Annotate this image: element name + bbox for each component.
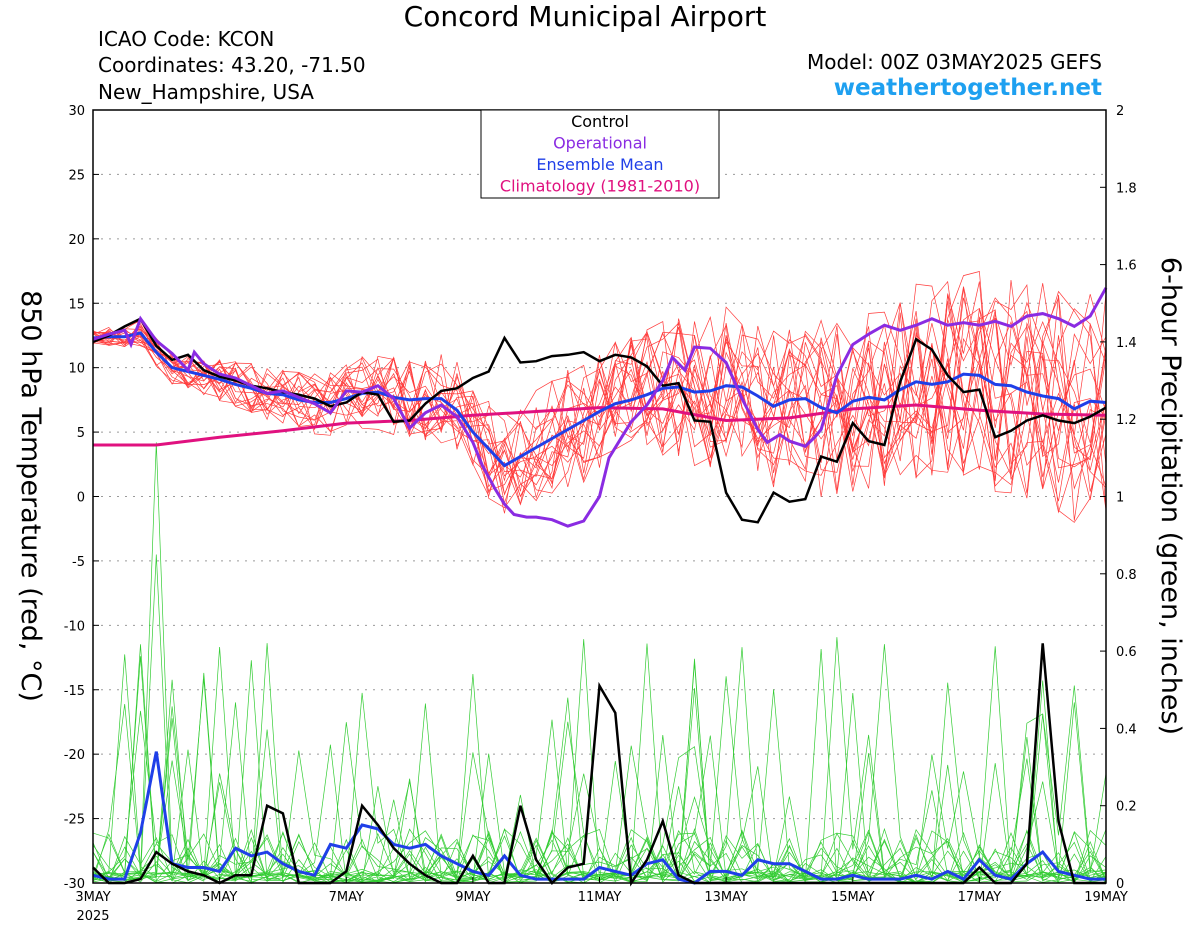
precip-member-line <box>92 654 1107 885</box>
y-left-axis-title: 850 hPa Temperature (red, °C) <box>15 290 46 702</box>
y-left-tick-label: 5 <box>77 426 85 441</box>
precip-member-line <box>92 736 1107 884</box>
temp-operational-line <box>92 287 1108 528</box>
precip-member-line <box>92 637 1107 884</box>
temp-member-line <box>92 283 1107 514</box>
temp-member-line <box>92 286 1107 496</box>
y-left-tick-label: 10 <box>68 362 85 377</box>
precip-ensemble-mean-line <box>92 751 1106 885</box>
y-right-tick-label: 1 <box>1116 491 1124 506</box>
region: New_Hampshire, USA <box>98 80 314 104</box>
y-right-tick-label: 2 <box>1116 104 1124 119</box>
temp-control-line <box>92 317 1107 524</box>
x-tick-label: 9MAY <box>455 890 490 905</box>
y-right-tick-label: 0.6 <box>1116 645 1137 660</box>
icao-code: ICAO Code: KCON <box>98 27 275 51</box>
x-tick-label: 11MAY <box>578 890 622 905</box>
y-left-tick-label: 25 <box>68 168 85 183</box>
y-left-tick-label: 30 <box>68 104 85 119</box>
y-left-tick-label: 20 <box>68 233 85 248</box>
legend-box <box>480 109 720 199</box>
axes-layer: 302520151050-5-10-15-20-25-3021.81.61.41… <box>15 104 1186 924</box>
coordinates: Coordinates: 43.20, -71.50 <box>98 53 366 77</box>
y-left-tick-label: -30 <box>64 877 85 892</box>
y-right-tick-label: 1.4 <box>1116 336 1137 351</box>
y-right-tick-label: 1.8 <box>1116 181 1137 196</box>
temp-member-line <box>92 283 1107 490</box>
legend-entry: Control <box>571 112 629 131</box>
x-tick-label: 7MAY <box>329 890 364 905</box>
chart-title: Concord Municipal Airport <box>403 0 767 33</box>
y-right-tick-label: 1.6 <box>1116 259 1137 274</box>
x-tick-label: 19MAY <box>1084 890 1128 905</box>
temp-member-line <box>92 292 1107 486</box>
y-left-tick-label: -10 <box>64 619 85 634</box>
y-left-tick-label: -15 <box>64 684 85 699</box>
x-tick-label: 13MAY <box>704 890 748 905</box>
legend-entry: Ensemble Mean <box>536 155 663 174</box>
temp-member-line <box>92 271 1107 496</box>
y-left-tick-label: 0 <box>77 491 85 506</box>
x-tick-label: 17MAY <box>958 890 1002 905</box>
y-left-tick-label: -20 <box>64 748 85 763</box>
precip-member-line <box>92 554 1107 884</box>
temp-members-layer <box>92 271 1107 523</box>
model-run: Model: 00Z 03MAY2025 GEFS <box>807 50 1102 74</box>
temp-member-line <box>92 330 1107 514</box>
precip-member-line <box>92 643 1107 884</box>
legend-entry: Climatology (1981-2010) <box>500 177 700 196</box>
y-right-axis-title: 6-hour Precipitation (green, inches) <box>1155 257 1186 735</box>
climatology-line <box>93 403 1107 447</box>
precip-member-line <box>92 639 1107 884</box>
x-tick-sublabel: 2025 <box>76 909 109 924</box>
temp-member-line <box>92 308 1107 491</box>
legend-entry: Operational <box>553 134 647 153</box>
temp-member-line <box>92 287 1107 523</box>
x-tick-label: 15MAY <box>831 890 875 905</box>
precip-members-layer <box>92 442 1107 885</box>
temp-member-line <box>92 308 1107 510</box>
y-left-tick-label: -25 <box>64 813 85 828</box>
y-right-tick-label: 1.2 <box>1116 413 1137 428</box>
site-name[interactable]: weathertogether.net <box>833 75 1102 101</box>
y-right-tick-label: 0 <box>1116 877 1124 892</box>
x-tick-label: 3MAY <box>75 890 110 905</box>
temp-member-line <box>92 283 1107 509</box>
legend: Control Operational Ensemble Mean Climatolo… <box>480 109 720 199</box>
y-right-tick-label: 0.8 <box>1116 568 1137 583</box>
y-right-tick-label: 0.4 <box>1116 722 1137 737</box>
y-right-tick-label: 0.2 <box>1116 800 1137 815</box>
y-left-tick-label: -5 <box>72 555 85 570</box>
temp-member-line <box>92 279 1107 505</box>
temp-member-line <box>92 280 1107 521</box>
temp-member-line <box>92 317 1107 491</box>
x-tick-label: 5MAY <box>202 890 237 905</box>
y-left-tick-label: 15 <box>68 297 85 312</box>
